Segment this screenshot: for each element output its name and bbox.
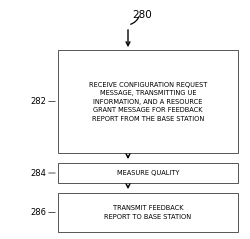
Text: 280: 280 [132, 10, 152, 20]
Text: 282: 282 [30, 97, 46, 106]
Bar [58, 193, 238, 232]
Text: RECEIVE CONFIGURATION REQUEST
MESSAGE, TRANSMITTING UE
INFORMATION, AND A RESOUR: RECEIVE CONFIGURATION REQUEST MESSAGE, T… [89, 81, 207, 121]
Bar [58, 163, 238, 183]
Bar [58, 50, 238, 153]
Text: MEASURE QUALITY: MEASURE QUALITY [117, 170, 179, 176]
Text: TRANSMIT FEEDBACK
REPORT TO BASE STATION: TRANSMIT FEEDBACK REPORT TO BASE STATION [104, 205, 192, 220]
Text: 286: 286 [30, 208, 46, 217]
Text: 284: 284 [30, 168, 46, 178]
